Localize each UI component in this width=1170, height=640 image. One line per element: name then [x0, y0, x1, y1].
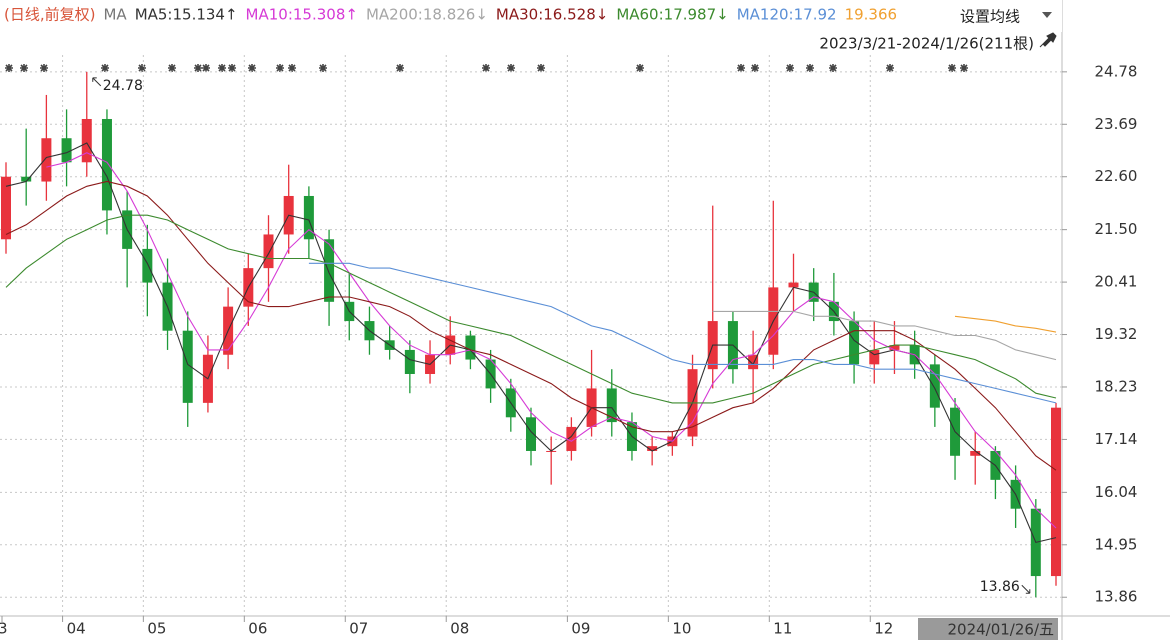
y-tick-label: 24.78 [1095, 62, 1138, 80]
y-tick-label: 19.32 [1095, 325, 1138, 343]
x-tick-label: 10 [672, 620, 691, 638]
y-tick-label: 20.41 [1095, 273, 1138, 291]
ma-line [5, 142, 1057, 544]
pin-icon[interactable] [1039, 32, 1057, 48]
candle-body [182, 330, 193, 403]
ma-line [308, 262, 1057, 404]
x-tick-label: 12 [874, 620, 893, 638]
ma-label: MA [103, 6, 127, 24]
legend-entry: MA120:17.92 [737, 6, 837, 24]
legend-entry: MA200:18.826↓ [366, 6, 488, 24]
candle-body [869, 349, 880, 365]
legend-entry: MA30:16.528↓ [496, 6, 608, 24]
event-markers [4, 63, 969, 73]
candle-body [1, 176, 11, 240]
legend-entry: MA5:15.134↑ [135, 6, 238, 24]
y-tick-label: 17.14 [1095, 430, 1138, 448]
candle-body [526, 417, 536, 451]
y-tick-label: 21.50 [1095, 220, 1138, 238]
ma-line [5, 214, 1057, 404]
legend-entry: 19.366 [845, 6, 898, 24]
y-tick-label: 16.04 [1095, 483, 1138, 501]
ma-menu[interactable] [952, 2, 1062, 32]
y-tick-label: 18.23 [1095, 377, 1138, 395]
y-tick-label: 23.69 [1095, 115, 1138, 133]
ma-menu-label[interactable]: 设置均线 [960, 8, 1020, 26]
x-tick-label: 04 [67, 620, 86, 638]
candle-body [748, 354, 759, 370]
candle-body [647, 446, 658, 451]
y-tick-label: 14.95 [1095, 535, 1138, 553]
x-tick-label: 3 [0, 620, 8, 638]
ma-menu-arrow [1042, 12, 1052, 18]
annotation-arrow [92, 77, 102, 87]
legend-entry: MA60:17.987↓ [616, 6, 728, 24]
candle-body [303, 195, 314, 240]
candle-body [889, 345, 900, 350]
candle-body [101, 118, 112, 211]
legend-entry: MA10:15.308↑ [246, 6, 358, 24]
y-tick-label: 13.86 [1095, 588, 1138, 606]
candle-body [465, 335, 476, 360]
annotation-arrow [1021, 584, 1031, 594]
x-tick-label: 11 [773, 620, 792, 638]
high-annotation: 24.78 [103, 78, 143, 94]
candle-body [142, 248, 153, 283]
candle-body [566, 426, 577, 451]
candle-body [41, 138, 52, 182]
candle-body [1051, 407, 1061, 577]
candle-body [970, 450, 981, 456]
candle-body [788, 282, 799, 288]
x-tick-label: 06 [248, 620, 267, 638]
cursor-date-box [918, 618, 1058, 640]
ma-line [712, 310, 1057, 361]
header-bg [0, 0, 1062, 30]
candle-body [929, 364, 940, 408]
candle-body [324, 239, 335, 302]
ma-line [5, 180, 1057, 471]
y-tick-label: 22.60 [1095, 167, 1138, 185]
ma-line [954, 315, 1057, 333]
x-tick-label: 05 [147, 620, 166, 638]
x-tick-label: 09 [571, 620, 590, 638]
low-annotation: 13.86 [980, 579, 1020, 595]
x-tick-label: 08 [450, 620, 469, 638]
candle-body [404, 349, 415, 374]
candle-body [263, 234, 274, 269]
candle-body [849, 321, 860, 365]
candle-body [81, 118, 92, 163]
date-range: 2023/3/21-2024/1/26(211根) [819, 35, 1034, 53]
candle-body [606, 388, 617, 423]
chart-title: (日线,前复权) [4, 6, 95, 24]
x-tick-label: 07 [349, 620, 368, 638]
x-tick-label: 2024/01/26/五 [947, 621, 1054, 639]
candle-body [21, 176, 32, 182]
candle-body [61, 138, 72, 163]
